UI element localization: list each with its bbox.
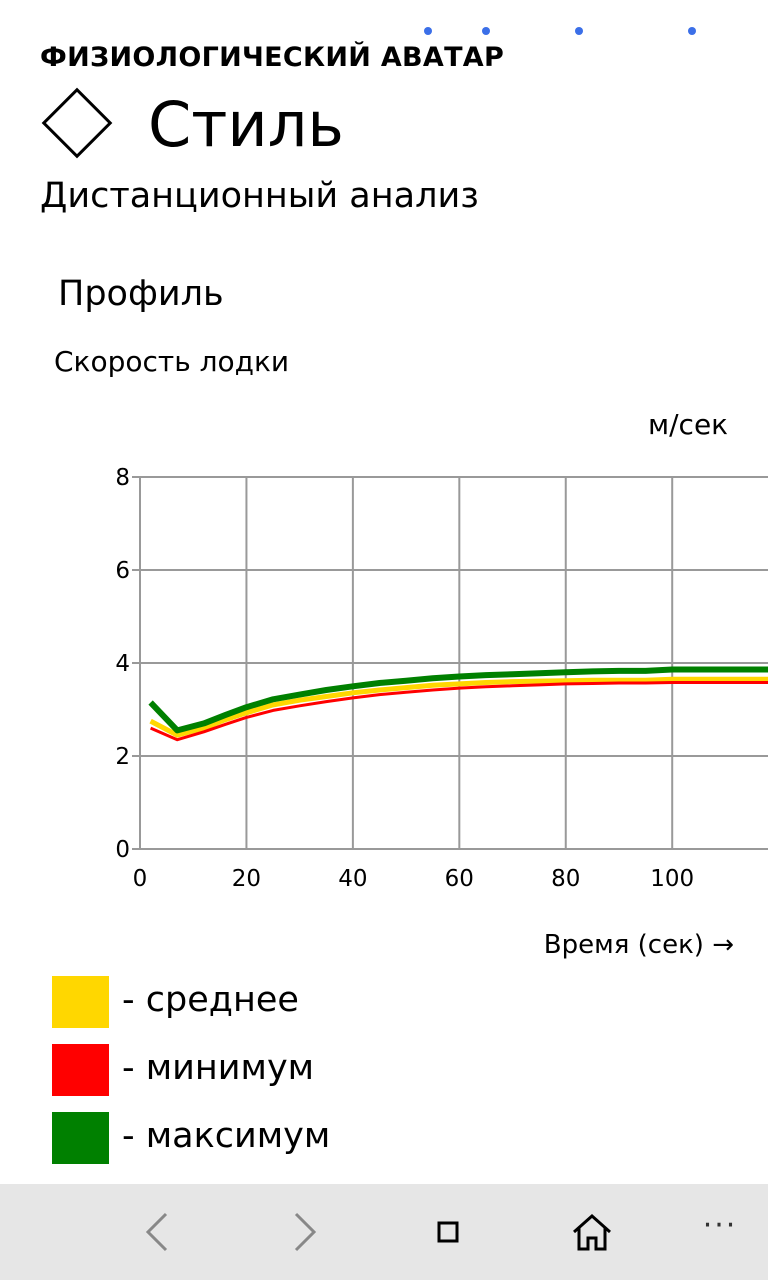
chart-title: Скорость лодки [54, 345, 290, 378]
forward-button[interactable] [276, 1204, 332, 1260]
legend-label-maximum: - максимум [122, 1116, 331, 1156]
series-line-1 [150, 681, 768, 742]
x-tick-label: 0 [133, 866, 148, 892]
x-tick-label: 100 [650, 866, 694, 892]
y-tick-label: 0 [115, 837, 130, 863]
tabs-button[interactable] [420, 1204, 476, 1260]
chart-grid [139, 476, 768, 850]
y-tick-label: 4 [115, 651, 130, 677]
home-button[interactable] [564, 1204, 620, 1260]
legend-swatch-minimum [52, 1044, 109, 1096]
section-title: Профиль [58, 274, 224, 314]
y-tick-label: 2 [115, 744, 130, 770]
app-title: ФИЗИОЛОГИЧЕСКИЙ АВАТАР [40, 42, 505, 73]
page-dot[interactable] [575, 27, 583, 35]
x-tick-label: 80 [551, 866, 580, 892]
legend-swatch-maximum [52, 1112, 109, 1164]
square-icon [437, 1221, 459, 1243]
page-subtitle: Дистанционный анализ [40, 176, 479, 216]
chevron-left-icon [145, 1212, 168, 1252]
page-indicator [0, 27, 768, 37]
legend-label-average: - среднее [122, 980, 299, 1020]
page-dot[interactable] [688, 27, 696, 35]
x-tick-label: 20 [232, 866, 261, 892]
page-dot[interactable] [424, 27, 432, 35]
legend-label-minimum: - минимум [122, 1048, 315, 1088]
navigation-bar: ··· [0, 1184, 768, 1280]
chevron-right-icon [294, 1212, 317, 1252]
more-button[interactable]: ··· [702, 1208, 738, 1243]
y-tick-label: 8 [115, 465, 130, 491]
x-axis-label: Время (сек) → [543, 930, 734, 960]
page-dot[interactable] [482, 27, 490, 35]
legend-item-minimum: - минимум [52, 1044, 452, 1096]
x-tick-label: 40 [338, 866, 367, 892]
page-title: Стиль [148, 88, 344, 161]
diamond-icon [41, 87, 113, 159]
series-line-2 [148, 666, 768, 734]
y-axis-unit: м/сек [648, 408, 729, 441]
legend-swatch-average [52, 976, 109, 1028]
legend-item-maximum: - максимум [52, 1112, 452, 1164]
legend-item-average: - среднее [52, 976, 452, 1028]
y-tick-label: 6 [115, 558, 130, 584]
back-button[interactable] [130, 1204, 186, 1260]
series-line-0 [149, 676, 768, 738]
x-tick-label: 60 [445, 866, 474, 892]
chart-series [148, 666, 768, 742]
home-icon [573, 1213, 611, 1251]
